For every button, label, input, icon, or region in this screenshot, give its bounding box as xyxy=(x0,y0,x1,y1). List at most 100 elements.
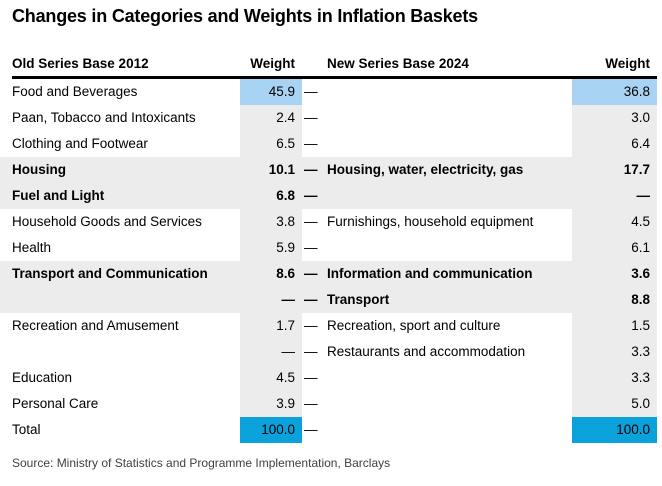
old-weight-cell: 2.4 xyxy=(240,105,302,131)
new-weight-cell: 5.0 xyxy=(572,391,657,417)
table-row: Household Goods and Services 3.8— Furnishi… xyxy=(0,209,657,235)
old-weight-cell: 45.9 xyxy=(240,79,302,105)
old-category-cell xyxy=(12,339,240,365)
new-weight-cell: 8.8 xyxy=(572,287,657,313)
dash-cell: — xyxy=(304,422,318,437)
row-left-pad xyxy=(0,235,12,261)
new-weight-cell: 6.1 xyxy=(572,235,657,261)
row-left-pad xyxy=(0,287,12,313)
old-weight-cell: 3.8 xyxy=(240,209,302,235)
new-category-cell: Furnishings, household equipment xyxy=(327,214,534,229)
row-left-pad xyxy=(0,209,12,235)
table-row: Transport and Communication 8.6— Informati… xyxy=(0,261,657,287)
new-category-cell xyxy=(322,417,572,443)
new-weight-cell: 6.4 xyxy=(572,131,657,157)
new-series-header: New Series Base 2024 xyxy=(327,56,469,71)
row-left-pad xyxy=(0,339,12,365)
old-category-cell: Paan, Tobacco and Intoxicants xyxy=(12,110,196,125)
new-weight-cell: — xyxy=(572,183,657,209)
row-left-pad xyxy=(0,391,12,417)
dash-cell: — xyxy=(304,240,318,255)
old-category-cell: Total xyxy=(12,422,41,437)
old-weight-cell: 3.9 xyxy=(240,391,302,417)
table-row: Food and Beverages 45.9— 36.8 xyxy=(0,79,657,105)
dash-cell: — xyxy=(304,214,318,229)
row-left-pad xyxy=(0,157,12,183)
new-category-cell: Transport xyxy=(327,292,390,307)
dash-cell: — xyxy=(304,344,318,359)
new-category-cell xyxy=(322,365,572,391)
new-weight-cell: 17.7 xyxy=(572,157,657,183)
old-category-cell: Personal Care xyxy=(12,396,99,411)
dash-cell: — xyxy=(304,370,318,385)
old-category-cell: Housing xyxy=(12,162,66,177)
table-row: Total 100.0—100.0 xyxy=(0,417,657,443)
new-weight-cell: 100.0 xyxy=(572,417,657,443)
old-weight-cell: 100.0 xyxy=(240,417,302,443)
old-weight-cell: — xyxy=(240,339,302,365)
row-left-pad xyxy=(0,183,12,209)
row-left-pad xyxy=(0,365,12,391)
new-category-cell xyxy=(322,105,572,131)
dash-cell: — xyxy=(304,136,318,151)
old-weight-cell: 5.9 xyxy=(240,235,302,261)
new-weight-cell: 3.6 xyxy=(572,261,657,287)
new-weight-cell: 3.3 xyxy=(572,339,657,365)
row-left-pad xyxy=(0,313,12,339)
new-category-cell xyxy=(322,235,572,261)
table-row: Fuel and Light 6.8— — xyxy=(0,183,657,209)
old-weight-cell: 6.5 xyxy=(240,131,302,157)
dash-cell: — xyxy=(304,292,318,307)
table-row: Paan, Tobacco and Intoxicants 2.4— 3.0 xyxy=(0,105,657,131)
new-weight-cell: 1.5 xyxy=(572,313,657,339)
old-weight-cell: 6.8 xyxy=(240,183,302,209)
old-series-header: Old Series Base 2012 xyxy=(12,56,149,71)
old-category-cell: Fuel and Light xyxy=(12,188,105,203)
header-spacer xyxy=(302,71,322,76)
dash-cell: — xyxy=(304,318,318,333)
old-category-cell: Recreation and Amusement xyxy=(12,318,179,333)
row-left-pad xyxy=(0,131,12,157)
table-row: Housing 10.1— Housing, water, electricity,… xyxy=(0,157,657,183)
dash-cell: — xyxy=(304,162,318,177)
new-category-cell xyxy=(322,183,572,209)
old-category-cell: Transport and Communication xyxy=(12,266,208,281)
table-row: — — Transport 8.8 xyxy=(0,287,657,313)
new-weight-cell: 3.0 xyxy=(572,105,657,131)
row-left-pad xyxy=(0,79,12,105)
new-category-cell: Recreation, sport and culture xyxy=(327,318,501,333)
old-category-cell: Education xyxy=(12,370,73,385)
page-title: Changes in Categories and Weights in Inf… xyxy=(12,6,478,26)
table-row: Recreation and Amusement 1.7— Recreation, … xyxy=(0,313,657,339)
dash-cell: — xyxy=(304,110,318,125)
new-category-cell: Information and communication xyxy=(327,266,533,281)
row-left-pad xyxy=(0,261,12,287)
table-body: Food and Beverages 45.9—36.8 Paan, Tobacco… xyxy=(0,79,662,443)
old-category-cell: Household Goods and Services xyxy=(12,214,202,229)
old-category-cell: Clothing and Footwear xyxy=(12,136,148,151)
new-category-cell xyxy=(322,79,572,105)
new-category-cell xyxy=(322,391,572,417)
old-weight-cell: 4.5 xyxy=(240,365,302,391)
dash-cell: — xyxy=(304,396,318,411)
row-left-pad xyxy=(0,105,12,131)
new-weight-header: Weight xyxy=(605,56,650,71)
dash-cell: — xyxy=(304,188,318,203)
old-category-cell: Food and Beverages xyxy=(12,84,138,99)
old-weight-cell: — xyxy=(240,287,302,313)
new-weight-cell: 4.5 xyxy=(572,209,657,235)
table-row: Clothing and Footwear 6.5— 6.4 xyxy=(0,131,657,157)
table-row: Personal Care 3.9— 5.0 xyxy=(0,391,657,417)
source-note: Source: Ministry of Statistics and Progr… xyxy=(12,456,391,470)
dash-cell: — xyxy=(304,84,318,99)
old-weight-cell: 10.1 xyxy=(240,157,302,183)
new-category-cell xyxy=(322,131,572,157)
new-weight-cell: 3.3 xyxy=(572,365,657,391)
old-weight-header: Weight xyxy=(250,56,295,71)
old-category-cell xyxy=(12,287,240,313)
new-weight-cell: 36.8 xyxy=(572,79,657,105)
old-weight-cell: 8.6 xyxy=(240,261,302,287)
new-category-cell: Housing, water, electricity, gas xyxy=(327,162,524,177)
row-left-pad xyxy=(0,417,12,443)
new-category-cell: Restaurants and accommodation xyxy=(327,344,526,359)
